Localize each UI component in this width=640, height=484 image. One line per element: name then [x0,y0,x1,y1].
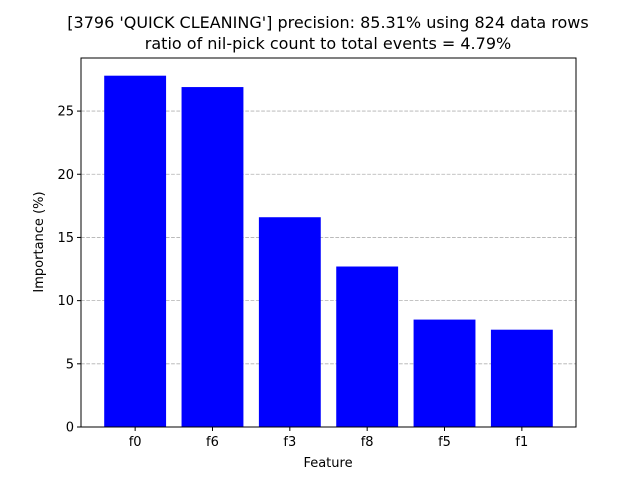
chart-title: [3796 'QUICK CLEANING'] precision: 85.31… [67,13,588,32]
y-tick-label: 15 [57,231,74,246]
bar-f0 [104,75,167,428]
y-tick-label: 5 [66,357,74,372]
x-axis-label: Feature [303,456,352,471]
x-tick-label: f8 [361,435,374,450]
bar-f6 [181,87,244,428]
y-tick-label: 20 [57,168,74,183]
y-tick-label: 25 [57,105,74,120]
bars [104,75,553,428]
x-tick-label: f1 [515,435,528,450]
bar-f3 [258,217,321,427]
plot-area-frame [80,57,577,428]
x-tick-label: f0 [129,435,142,450]
x-tick-label: f3 [283,435,296,450]
x-tick-label: f5 [438,435,451,450]
y-tick-label: 10 [57,294,74,309]
bar-f1 [490,329,553,427]
chart-subtitle: ratio of nil-pick count to total events … [145,34,511,53]
y-axis-ticks: 0 5 10 15 20 25 [57,105,81,436]
y-axis-label: Importance (%) [32,191,47,292]
bar-f5 [413,319,476,427]
x-tick-label: f6 [206,435,219,450]
x-axis-ticks: f0 f6 f3 f8 f5 f1 [129,427,528,450]
y-tick-label: 0 [66,421,74,436]
bar-f8 [336,266,399,427]
